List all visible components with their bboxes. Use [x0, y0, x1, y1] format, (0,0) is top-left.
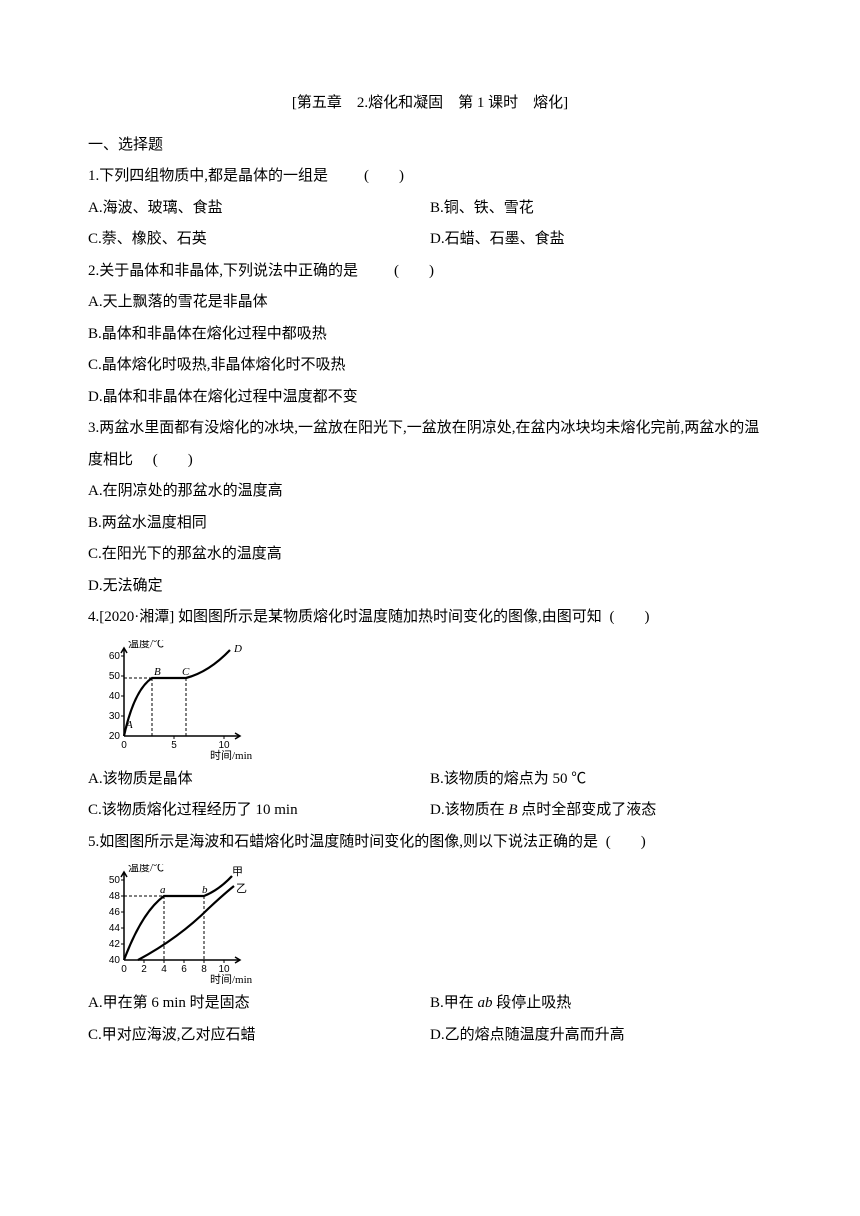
q5-xtick-2: 2	[141, 964, 147, 975]
q1-stem: 1.下列四组物质中,都是晶体的一组是	[88, 161, 328, 193]
q5-xtick-4: 4	[161, 964, 167, 975]
q5-label-a: a	[160, 884, 166, 896]
q4-paren: ( )	[610, 609, 650, 625]
q3-optA: A.在阴凉处的那盆水的温度高	[88, 476, 772, 508]
q4-ytick-20: 20	[109, 731, 121, 742]
q3-optD: D.无法确定	[88, 571, 772, 603]
q4-ytick-60: 60	[109, 651, 121, 662]
q5-ytick-48: 48	[109, 891, 121, 902]
q5-ytick-44: 44	[109, 923, 121, 934]
q4-optC: C.该物质熔化过程经历了 10 min	[88, 795, 430, 827]
q4-letter-C: C	[182, 666, 190, 678]
q1-optB: B.铜、铁、雪花	[430, 193, 772, 225]
q2-stem: 2.关于晶体和非晶体,下列说法中正确的是	[88, 256, 358, 288]
question-2: 2.关于晶体和非晶体,下列说法中正确的是 ( ) A.天上飘落的雪花是非晶体 B…	[88, 256, 772, 414]
q5-xtick-0: 0	[121, 964, 127, 975]
q1-paren: ( )	[364, 161, 404, 193]
q1-optC: C.萘、橡胶、石英	[88, 224, 430, 256]
q2-paren: ( )	[394, 256, 434, 288]
q2-optD: D.晶体和非晶体在熔化过程中温度都不变	[88, 382, 772, 414]
page-title: [第五章 2.熔化和凝固 第 1 课时 熔化]	[88, 88, 772, 120]
q5-optC: C.甲对应海波,乙对应石蜡	[88, 1020, 430, 1052]
q5-optD: D.乙的熔点随温度升高而升高	[430, 1020, 772, 1052]
q4-ytick-40: 40	[109, 691, 121, 702]
q4-letter-A: A	[125, 719, 133, 731]
q4-letter-D: D	[233, 643, 242, 655]
q5-ytick-46: 46	[109, 907, 121, 918]
question-5: 5.如图图所示是海波和石蜡熔化时温度随时间变化的图像,则以下说法正确的是 ( )…	[88, 827, 772, 1052]
q5-stem: 5.如图图所示是海波和石蜡熔化时温度随时间变化的图像,则以下说法正确的是	[88, 834, 598, 850]
q5-optB: B.甲在 ab 段停止吸热	[430, 988, 772, 1020]
q4-optA: A.该物质是晶体	[88, 764, 430, 796]
q4-optB: B.该物质的熔点为 50 ℃	[430, 764, 772, 796]
q2-optC: C.晶体熔化时吸热,非晶体熔化时不吸热	[88, 350, 772, 382]
q3-optB: B.两盆水温度相同	[88, 508, 772, 540]
question-3: 3.两盆水里面都有没熔化的冰块,一盆放在阳光下,一盆放在阴凉处,在盆内冰块均未熔…	[88, 413, 772, 602]
q4-letter-B: B	[154, 666, 161, 678]
q5-ytick-42: 42	[109, 939, 121, 950]
q4-chart: 20 30 40 50 60 0 5 10 温度/℃ 时间/min	[88, 640, 772, 760]
q1-optD: D.石蜡、石墨、食盐	[430, 224, 772, 256]
q2-optA: A.天上飘落的雪花是非晶体	[88, 287, 772, 319]
q5-paren: ( )	[606, 834, 646, 850]
q5-ytick-40: 40	[109, 955, 121, 966]
q4-optD: D.该物质在 B 点时全部变成了液态	[430, 795, 772, 827]
q5-optA: A.甲在第 6 min 时是固态	[88, 988, 430, 1020]
q4-xlabel: 时间/min	[210, 749, 253, 760]
q5-ylabel: 温度/℃	[128, 864, 164, 874]
q4-stem: 4.[2020·湘潭] 如图图所示是某物质熔化时温度随加热时间变化的图像,由图可…	[88, 609, 602, 625]
q4-ylabel: 温度/℃	[128, 640, 164, 650]
section-header: 一、选择题	[88, 130, 772, 162]
q4-ytick-50: 50	[109, 671, 121, 682]
q5-xtick-8: 8	[201, 964, 207, 975]
q5-label-jia: 甲	[232, 866, 243, 878]
q4-ytick-30: 30	[109, 711, 121, 722]
q5-label-b: b	[202, 884, 208, 896]
q5-ytick-50: 50	[109, 875, 121, 886]
question-4: 4.[2020·湘潭] 如图图所示是某物质熔化时温度随加热时间变化的图像,由图可…	[88, 602, 772, 827]
q3-paren: ( )	[153, 452, 193, 468]
q5-xlabel: 时间/min	[210, 973, 253, 984]
q3-optC: C.在阳光下的那盆水的温度高	[88, 539, 772, 571]
q5-label-yi: 乙	[236, 882, 247, 895]
q4-xtick-5: 5	[171, 740, 177, 751]
q2-optB: B.晶体和非晶体在熔化过程中都吸热	[88, 319, 772, 351]
q5-chart: 40 42 44 46 48 50 0 2 4 6 8 10 温度/℃ 时间/m…	[88, 864, 772, 984]
q5-xtick-6: 6	[181, 964, 187, 975]
q1-optA: A.海波、玻璃、食盐	[88, 193, 430, 225]
q4-xtick-0: 0	[121, 740, 127, 751]
question-1: 1.下列四组物质中,都是晶体的一组是 ( ) A.海波、玻璃、食盐 B.铜、铁、…	[88, 161, 772, 256]
